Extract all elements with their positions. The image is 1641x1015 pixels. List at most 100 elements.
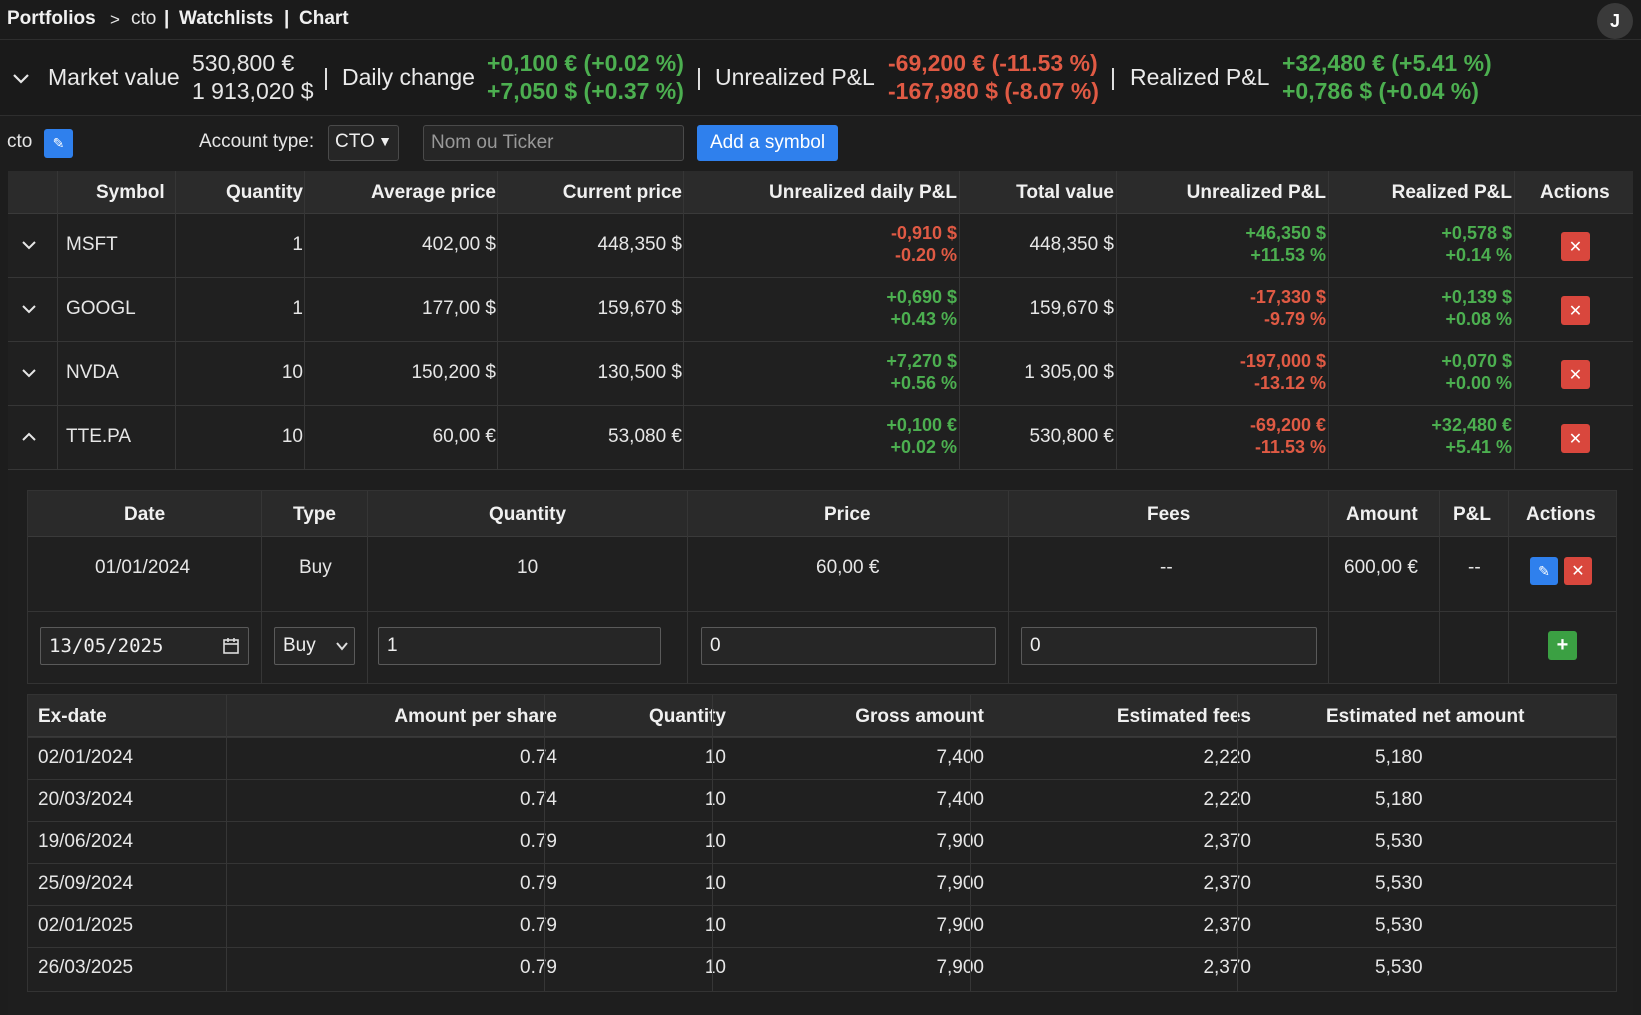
pencil-icon: ✎ [52, 135, 65, 151]
daily-pnl-value: +0,100 € [886, 415, 957, 435]
daily-change-usd: +7,050 $ (+0.37 %) [487, 78, 684, 104]
unrealized-pnl-usd: -167,980 $ (-8.07 %) [888, 78, 1099, 104]
transaction-date-input[interactable]: 13/05/2025 [40, 627, 249, 665]
delete-symbol-button[interactable]: ✕ [1561, 296, 1590, 325]
realized-pnl-eur: +32,480 € (+5.41 %) [1282, 50, 1492, 76]
nav-chart-link[interactable]: Chart [299, 8, 349, 29]
chevron-down-icon[interactable] [22, 302, 36, 316]
column-divider [1116, 171, 1117, 470]
column-divider [959, 171, 960, 470]
add-symbol-button[interactable]: Add a symbol [697, 125, 838, 161]
column-divider [1514, 171, 1515, 470]
account-type-select[interactable]: CTO ▼ [328, 125, 399, 161]
header-amount-per-share: Amount per share [394, 706, 557, 727]
chevron-up-icon[interactable] [22, 430, 36, 444]
table-row[interactable]: TTE.PA 10 60,00 € 53,080 € +0,100 € +0.0… [8, 406, 1633, 470]
add-transaction-button[interactable]: + [1548, 631, 1577, 660]
table-row[interactable]: MSFT 1 402,00 $ 448,350 $ -0,910 $ -0.20… [8, 214, 1633, 278]
column-divider [304, 171, 305, 470]
ex-date-cell: 25/09/2024 [38, 873, 134, 894]
symbol-cell: GOOGL [66, 298, 136, 319]
total-value-cell: 530,800 € [1029, 426, 1114, 447]
column-divider [1008, 491, 1009, 683]
close-icon: ✕ [1568, 430, 1583, 448]
estimated-fees-cell: 2,370 [1203, 831, 1251, 852]
transactions-table: Date Type Quantity Price Fees Amount P&L… [27, 490, 1617, 684]
nav-watchlists-link[interactable]: Watchlists [179, 8, 274, 29]
transaction-fees-input[interactable]: 0 [1021, 627, 1317, 665]
edit-portfolio-button[interactable]: ✎ [44, 129, 73, 158]
close-icon: ✕ [1571, 563, 1585, 580]
quantity-cell: 10 [704, 747, 726, 768]
market-value-eur: 530,800 € [192, 50, 295, 76]
column-divider [175, 171, 176, 470]
nav-portfolios-link[interactable]: Portfolios [7, 8, 96, 29]
unrealized-pnl-value: +46,350 $ [1245, 223, 1326, 243]
symbol-cell: TTE.PA [66, 426, 132, 447]
estimated-net-amount-cell: 5,530 [1375, 957, 1423, 978]
transaction-fees: -- [1160, 557, 1173, 578]
calendar-icon[interactable] [222, 637, 240, 655]
transaction-amount: 600,00 € [1344, 557, 1418, 578]
header-type: Type [293, 504, 336, 525]
close-icon: ✕ [1568, 366, 1583, 384]
daily-pnl-percent: +0.43 % [890, 309, 957, 329]
delete-transaction-button[interactable]: ✕ [1564, 557, 1592, 585]
gross-amount-cell: 7,900 [936, 831, 984, 852]
transaction-quantity-input[interactable]: 1 [378, 627, 661, 665]
daily-change-eur: +0,100 € (+0.02 %) [487, 50, 684, 76]
delete-symbol-button[interactable]: ✕ [1561, 360, 1590, 389]
delete-symbol-button[interactable]: ✕ [1561, 424, 1590, 453]
delete-symbol-button[interactable]: ✕ [1561, 232, 1590, 261]
average-price-cell: 402,00 $ [422, 234, 496, 255]
fees-input-value: 0 [1030, 635, 1041, 656]
column-divider [1237, 695, 1238, 991]
account-type-value: CTO [335, 131, 375, 152]
market-value-usd: 1 913,020 $ [192, 78, 314, 104]
chevron-down-icon[interactable] [12, 72, 30, 86]
daily-pnl-percent: +0.56 % [890, 373, 957, 393]
header-average-price: Average price [371, 182, 496, 203]
header-estimated-fees: Estimated fees [1116, 706, 1251, 727]
table-row[interactable]: GOOGL 1 177,00 $ 159,670 $ +0,690 $ +0.4… [8, 278, 1633, 342]
gross-amount-cell: 7,900 [936, 915, 984, 936]
estimated-fees-cell: 2,370 [1203, 957, 1251, 978]
amount-per-share-cell: 0.74 [520, 789, 557, 810]
table-row[interactable]: NVDA 10 150,200 $ 130,500 $ +7,270 $ +0.… [8, 342, 1633, 406]
header-unrealized-daily-pnl: Unrealized daily P&L [769, 182, 957, 203]
amount-per-share-cell: 0.79 [520, 873, 557, 894]
realized-pnl-value: +0,070 $ [1441, 351, 1512, 371]
current-price-cell: 53,080 € [608, 426, 682, 447]
quantity-cell: 10 [281, 426, 303, 447]
chevron-down-icon[interactable] [22, 366, 36, 380]
unrealized-pnl-label: Unrealized P&L [715, 64, 875, 90]
avatar[interactable]: J [1597, 3, 1633, 39]
quantity-cell: 10 [704, 915, 726, 936]
table-row: 02/01/2025 0.79 10 7,900 2,370 5,530 [28, 905, 1616, 947]
quantity-cell: 10 [704, 873, 726, 894]
price-input-value: 0 [710, 635, 721, 656]
ex-date-cell: 02/01/2025 [38, 915, 134, 936]
realized-pnl-percent: +0.14 % [1445, 245, 1512, 265]
symbol-search-input[interactable]: Nom ou Ticker [423, 125, 684, 161]
daily-pnl-percent: -0.20 % [894, 245, 957, 265]
chevron-down-icon[interactable] [22, 238, 36, 252]
column-divider [497, 171, 498, 470]
header-pnl: P&L [1453, 504, 1491, 525]
total-value-cell: 159,670 $ [1029, 298, 1114, 319]
column-divider [1439, 491, 1440, 683]
current-price-cell: 448,350 $ [597, 234, 682, 255]
quantity-cell: 1 [292, 298, 303, 319]
top-nav: Portfolios > cto | Watchlists | Chart J [0, 0, 1641, 40]
transaction-price-input[interactable]: 0 [701, 627, 996, 665]
unrealized-pnl-percent: +11.53 % [1250, 245, 1326, 265]
header-current-price: Current price [562, 182, 682, 203]
edit-transaction-button[interactable]: ✎ [1530, 557, 1558, 585]
transaction-type-select[interactable]: Buy [274, 627, 355, 665]
estimated-fees-cell: 2,370 [1203, 873, 1251, 894]
transaction-date: 01/01/2024 [95, 557, 191, 578]
dividends-table: Ex-date Amount per share Quantity Gross … [27, 694, 1617, 992]
estimated-net-amount-cell: 5,530 [1375, 915, 1423, 936]
daily-pnl-percent: +0.02 % [890, 437, 957, 457]
estimated-net-amount-cell: 5,180 [1375, 747, 1423, 768]
